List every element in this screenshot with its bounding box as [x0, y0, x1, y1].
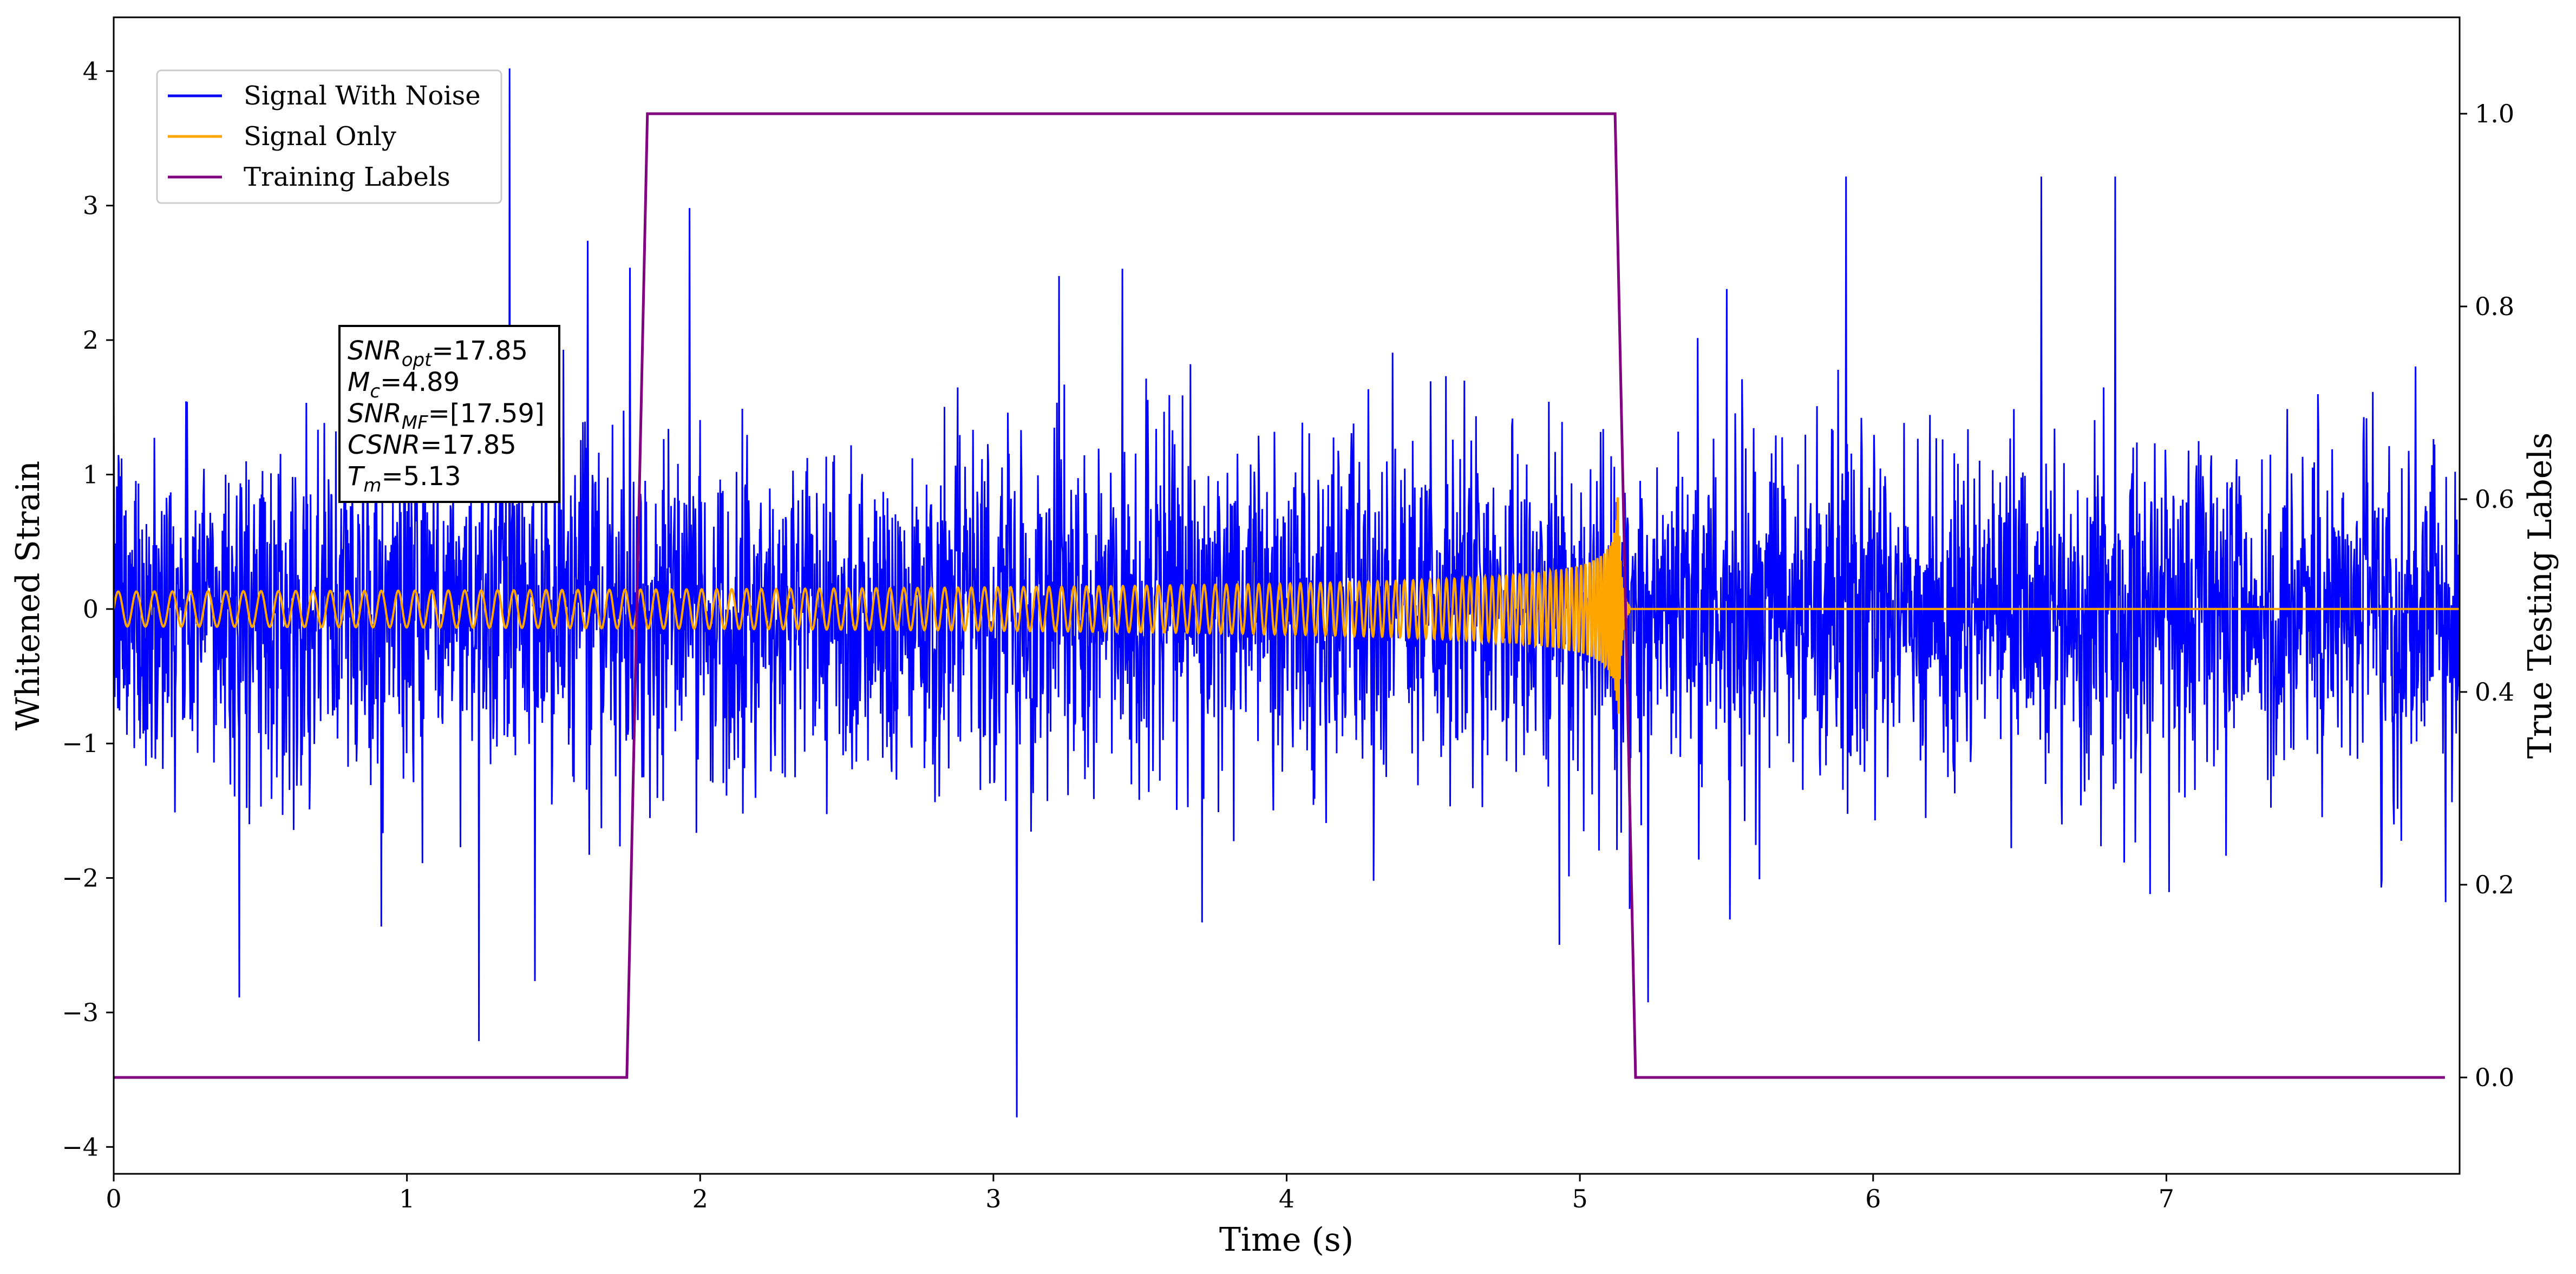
annotation-box: SNRopt=17.85 Mc=4.89 SNRMF=[17.59] CSNR=…	[338, 325, 560, 503]
x-tick-label: 7	[2159, 1184, 2174, 1213]
x-tick-label: 2	[692, 1184, 708, 1213]
y-tick-label: 0	[83, 594, 99, 624]
y2-axis-title: True Testing Labels	[2521, 433, 2559, 759]
x-tick-label: 4	[1279, 1184, 1294, 1213]
series-signal-only-line	[114, 497, 2460, 714]
x-tick-label: 1	[399, 1184, 415, 1213]
y-tick-label: −1	[62, 729, 99, 758]
annotation-line-snr-opt: SNRopt=17.85	[348, 336, 528, 371]
legend-label-signal-only: Signal Only	[244, 121, 396, 152]
y-axis-title: Whitened Strain	[9, 461, 47, 730]
x-tick-label: 3	[985, 1184, 1001, 1213]
y2-tick-label: 1.0	[2475, 99, 2514, 128]
legend: Signal With Noise Signal Only Training L…	[156, 69, 502, 204]
y-axis-right: 0.0 0.2 0.4 0.6 0.8 1.0	[2460, 99, 2514, 1092]
x-axis-title: Time (s)	[1219, 1221, 1354, 1259]
y2-tick-label: 0.0	[2475, 1063, 2514, 1092]
annotation-line-snr-mf: SNRMF=[17.59]	[348, 398, 545, 434]
y-tick-label: −2	[62, 864, 99, 893]
legend-box	[156, 69, 502, 204]
annotation-line-csnr: CSNR=17.85	[348, 430, 516, 460]
legend-label-training-labels: Training Labels	[244, 162, 450, 192]
y-tick-label: 4	[83, 56, 99, 86]
y-tick-label: 1	[83, 460, 99, 489]
y-tick-label: 3	[83, 191, 99, 220]
y2-tick-label: 0.4	[2475, 677, 2514, 707]
y2-tick-label: 0.2	[2475, 870, 2514, 899]
y-tick-label: 2	[83, 325, 99, 355]
x-tick-label: 5	[1572, 1184, 1587, 1213]
x-axis: 0 1 2 3 4 5 6 7	[106, 1174, 2174, 1213]
legend-label-signal-with-noise: Signal With Noise	[244, 81, 481, 111]
x-tick-label: 0	[106, 1184, 121, 1213]
y-axis-left: −4 −3 −2 −1 0 1 2 3 4	[62, 56, 114, 1161]
annotation-line-tm: Tm=5.13	[348, 461, 461, 496]
series-layer	[114, 68, 2460, 1118]
series-signal-with-noise-line	[114, 68, 2460, 1118]
series-training-labels-line	[114, 112, 2445, 1079]
x-tick-label: 6	[1865, 1184, 1881, 1213]
y-tick-label: −3	[62, 998, 99, 1027]
y2-tick-label: 0.6	[2475, 485, 2514, 514]
annotation-frame	[338, 325, 560, 503]
y2-tick-label: 0.8	[2475, 292, 2514, 321]
y-tick-label: −4	[62, 1132, 99, 1161]
annotation-line-mc: Mc=4.89	[348, 367, 460, 402]
